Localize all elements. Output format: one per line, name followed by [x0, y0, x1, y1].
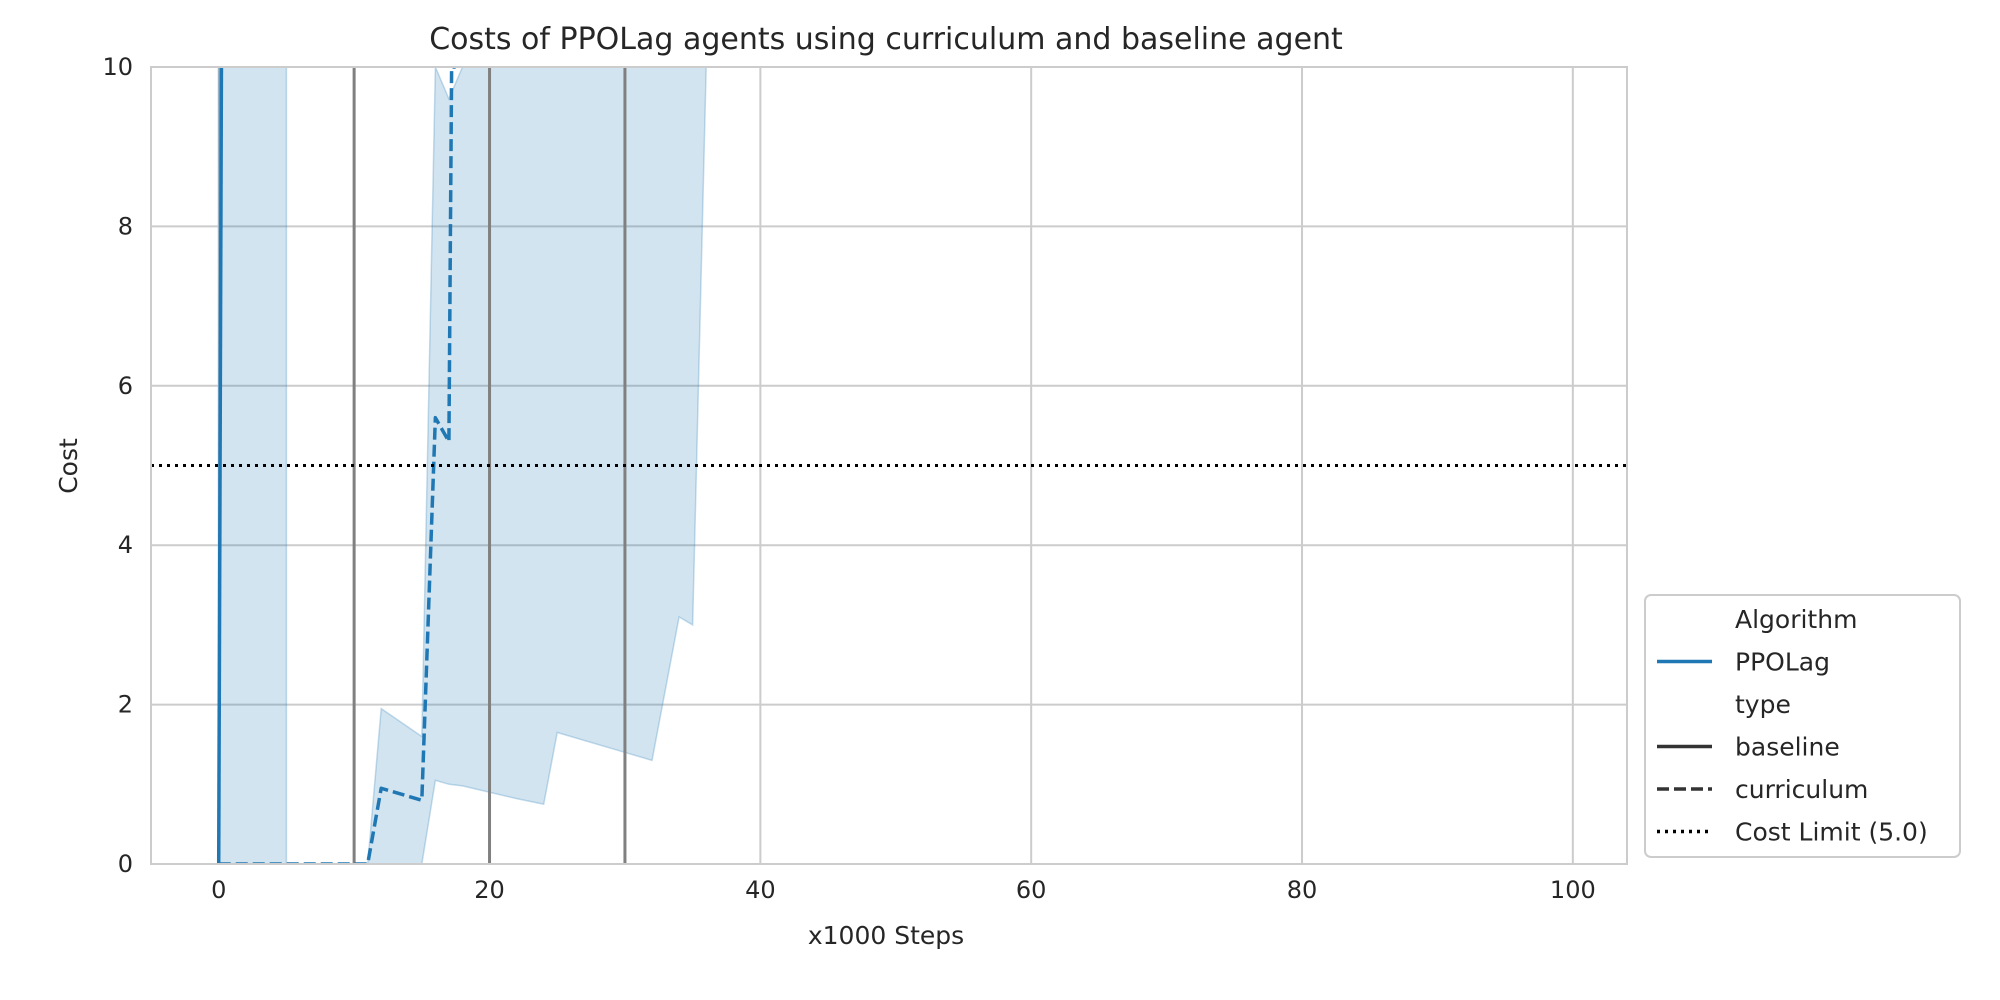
legend-label: Algorithm: [1735, 605, 1857, 634]
band-baseline: [217, 67, 288, 864]
y-tick-label: 6: [118, 372, 133, 400]
x-tick-label: 80: [1287, 876, 1318, 904]
chart-title: Costs of PPOLag agents using curriculum …: [429, 22, 1343, 57]
y-tick-label: 4: [118, 531, 133, 559]
y-tick-label: 10: [102, 53, 133, 81]
y-tick-labels: 0 2 4 6 8 10: [102, 53, 133, 878]
plot-frame: [150, 66, 1628, 865]
x-tick-labels: 0 20 40 60 80 100: [211, 876, 1596, 904]
y-tick-label: 2: [118, 691, 133, 719]
x-axis-label: x1000 Steps: [808, 921, 964, 950]
legend-label: Cost Limit (5.0): [1735, 818, 1928, 847]
x-tick-label: 0: [211, 876, 226, 904]
series-lines: [216, 67, 456, 864]
legend-label: type: [1735, 690, 1791, 719]
x-tick-label: 20: [474, 876, 505, 904]
legend: Algorithm PPOLag type baseline curriculum Cos…: [1644, 594, 1961, 858]
y-tick-label: 0: [118, 850, 133, 878]
y-tick-label: 8: [118, 212, 133, 240]
legend-box: [1644, 594, 1961, 858]
x-tick-label: 60: [1016, 876, 1047, 904]
legend-label: PPOLag: [1735, 648, 1830, 677]
line-curriculum: [218, 67, 456, 864]
legend-label: curriculum: [1735, 775, 1868, 804]
x-tick-label: 100: [1550, 876, 1596, 904]
y-axis-label: Cost: [54, 438, 83, 494]
x-tick-label: 40: [745, 876, 776, 904]
line-baseline: [216, 67, 224, 864]
legend-label: baseline: [1735, 733, 1840, 762]
